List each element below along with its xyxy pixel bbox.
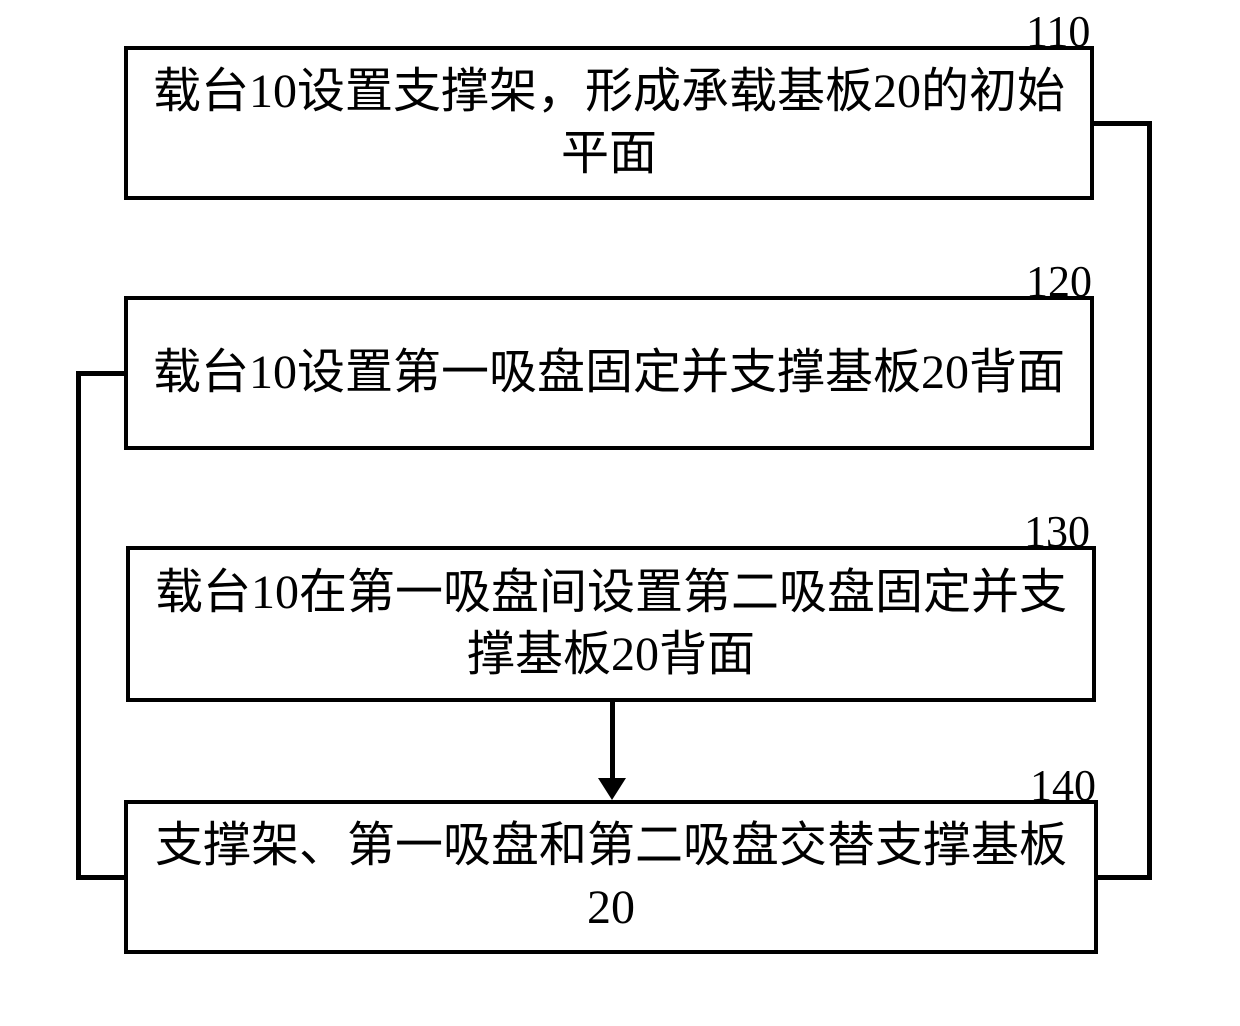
right-connector-bus xyxy=(1147,121,1152,880)
step-box-130: 载台10在第一吸盘间设置第二吸盘固定并支撑基板20背面 xyxy=(126,546,1096,702)
step-box-140: 支撑架、第一吸盘和第二吸盘交替支撑基板20 xyxy=(124,800,1098,954)
arrow-head-130-140 xyxy=(598,778,626,800)
step-text-130: 载台10在第一吸盘间设置第二吸盘固定并支撑基板20背面 xyxy=(136,562,1086,687)
step-box-110: 载台10设置支撑架，形成承载基板20的初始平面 xyxy=(124,46,1094,200)
left-connector-in xyxy=(76,875,124,880)
left-connector-out xyxy=(76,371,124,376)
left-connector-bus xyxy=(76,371,81,880)
right-connector-in xyxy=(1098,875,1152,880)
right-connector-out xyxy=(1094,121,1152,126)
step-text-120: 载台10设置第一吸盘固定并支撑基板20背面 xyxy=(134,342,1084,404)
flowchart-canvas: 110 载台10设置支撑架，形成承载基板20的初始平面 120 载台10设置第一… xyxy=(0,0,1240,1026)
step-box-120: 载台10设置第一吸盘固定并支撑基板20背面 xyxy=(124,296,1094,450)
arrow-line-130-140 xyxy=(610,702,615,782)
step-text-140: 支撑架、第一吸盘和第二吸盘交替支撑基板20 xyxy=(134,815,1088,940)
step-text-110: 载台10设置支撑架，形成承载基板20的初始平面 xyxy=(134,61,1084,186)
